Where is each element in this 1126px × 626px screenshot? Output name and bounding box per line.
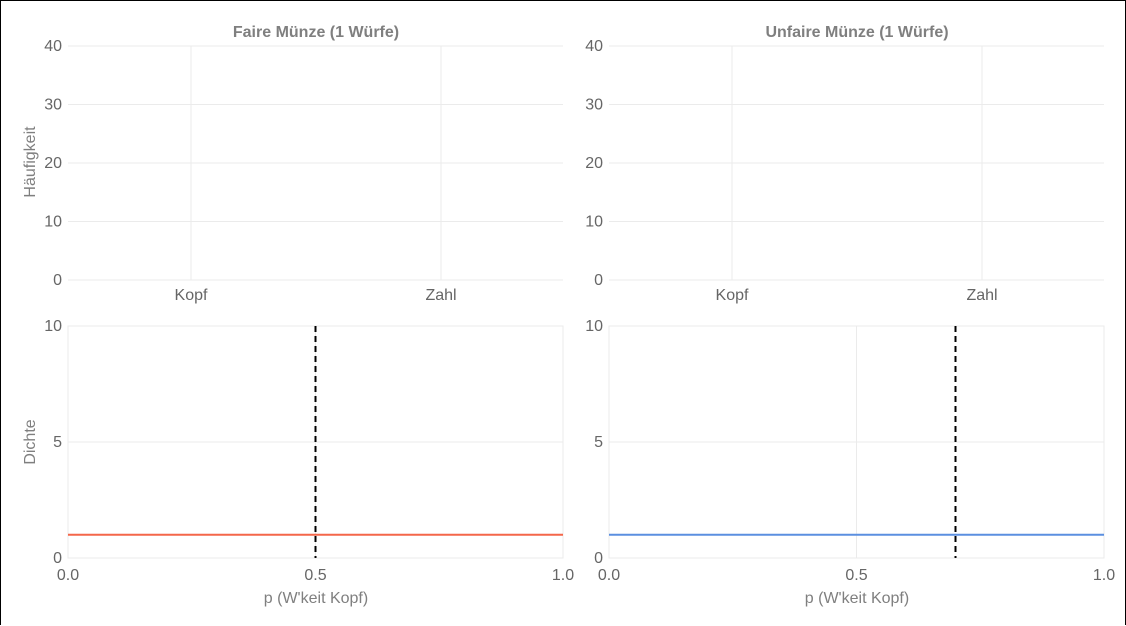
y-tick-label: 10 [585,318,603,335]
y-tick-label: 5 [594,434,603,451]
y-tick-label: 20 [44,155,62,172]
y-tick-label: 20 [585,155,603,172]
y-tick-label: 0 [594,550,603,567]
y-tick-label: 10 [44,318,62,335]
y-tick-label: 5 [53,434,62,451]
x-tick-label: 0.0 [57,567,79,584]
x-tick-label: 1.0 [1093,567,1115,584]
y-tick-label: 40 [44,38,62,55]
x-tick-label: Kopf [175,287,208,304]
y-tick-label: 10 [585,214,603,231]
y-tick-label: 40 [585,38,603,55]
y-tick-label: 30 [44,97,62,114]
panel-fair-coin-counts: Faire Münze (1 Würfe) 0 10 20 30 40 Kopf Zahl… [22,24,563,304]
panel-unfair-coin-density: 0 5 10 0.0 0.5 1.0 p (W'keit Kopf) [585,318,1115,607]
x-tick-label: 1.0 [552,567,574,584]
y-tick-label: 0 [53,550,62,567]
x-tick-label: 0.0 [598,567,620,584]
x-tick-label: 0.5 [304,567,326,584]
unfair-coin-title: Unfaire Münze (1 Würfe) [765,24,948,41]
panel-fair-coin-density: 0 5 10 0.0 0.5 1.0 Dichte p (W'keit Kopf) [22,318,574,607]
unfair-p-axis-title: p (W'keit Kopf) [805,590,909,607]
x-tick-label: 0.5 [845,567,867,584]
x-tick-label: Zahl [966,287,997,304]
x-tick-label: Kopf [716,287,749,304]
y-tick-label: 0 [594,272,603,289]
fair-coin-title: Faire Münze (1 Würfe) [233,24,399,41]
frequency-axis-title: Häufigkeit [22,126,39,198]
fair-p-axis-title: p (W'keit Kopf) [264,590,368,607]
panel-unfair-coin-counts: Unfaire Münze (1 Würfe) 0 10 20 30 40 Kopf Za… [585,24,1104,304]
x-tick-label: Zahl [425,287,456,304]
y-tick-label: 30 [585,97,603,114]
y-tick-label: 10 [44,214,62,231]
density-axis-title: Dichte [22,419,39,464]
y-tick-label: 0 [53,272,62,289]
